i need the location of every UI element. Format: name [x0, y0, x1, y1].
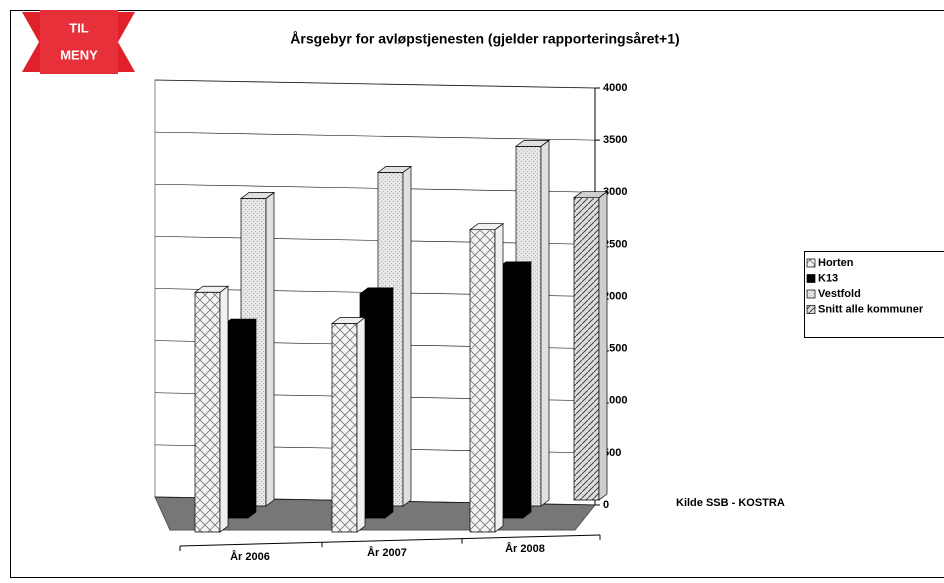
x-tick-label: År 2007: [367, 546, 407, 559]
bar-face: [540, 139, 550, 507]
bar: [193, 285, 230, 533]
y-tick-label: 2500: [603, 238, 627, 250]
bar-face: [598, 190, 608, 501]
bar: [572, 190, 609, 501]
legend-swatch: [806, 258, 816, 268]
y-tick-label: 1500: [603, 343, 627, 355]
bar-face: [358, 287, 395, 295]
legend-label: Snitt alle kommuner: [818, 303, 924, 315]
chart-title: Årsgebyr for avløpstjenesten (gjelder ra…: [290, 31, 679, 47]
y-tick-label: 2000: [603, 290, 627, 302]
bar-face: [494, 222, 504, 533]
legend-swatch: [806, 305, 816, 314]
x-tick-label: År 2008: [505, 542, 545, 555]
bar-face: [330, 317, 367, 324]
button-text[interactable]: MENY: [60, 47, 98, 62]
y-tick-label: 1000: [603, 395, 627, 407]
bar-face: [514, 139, 551, 147]
menu-button[interactable]: TIL MENY: [22, 10, 135, 74]
bar-face: [376, 166, 413, 173]
y-tick-label: 4000: [603, 82, 627, 94]
legend-box: [804, 251, 944, 338]
legend-swatch: [806, 289, 816, 299]
bar-face: [572, 191, 609, 199]
bar: [468, 222, 505, 533]
bar-face: [468, 223, 505, 231]
bar: [358, 287, 395, 519]
bar-face: [356, 316, 366, 533]
bar: [496, 261, 533, 519]
annotation: Kilde SSB - KOSTRA: [676, 497, 785, 509]
bar-face: [239, 192, 276, 199]
bar: [330, 316, 367, 533]
bar-face: [522, 261, 532, 519]
bar-face: [469, 229, 496, 533]
y-tick-label: 500: [603, 447, 621, 459]
bar-face: [331, 323, 358, 533]
frame: [10, 10, 944, 578]
bar-face: [573, 197, 600, 501]
bar-face: [219, 285, 229, 533]
legend-label: Horten: [818, 257, 854, 269]
legend-label: K13: [818, 272, 838, 284]
grid-line: [154, 131, 596, 141]
bar-face: [193, 285, 230, 293]
bar-face: [194, 291, 221, 533]
y-tick-label: 3500: [603, 134, 627, 146]
bar-face: [247, 318, 257, 519]
x-axis: [179, 534, 601, 547]
y-tick-label: 3000: [603, 186, 627, 198]
y-tick-label: 0: [603, 499, 609, 511]
bar-face: [384, 287, 394, 519]
legend-label: Vestfold: [818, 288, 861, 300]
grid-line: [154, 79, 596, 89]
bar: [221, 318, 258, 519]
bar-face: [402, 165, 412, 507]
button-text[interactable]: TIL: [69, 20, 89, 35]
x-tick-label: År 2006: [230, 550, 270, 563]
bar-face: [265, 191, 275, 507]
legend-swatch: [806, 274, 816, 283]
